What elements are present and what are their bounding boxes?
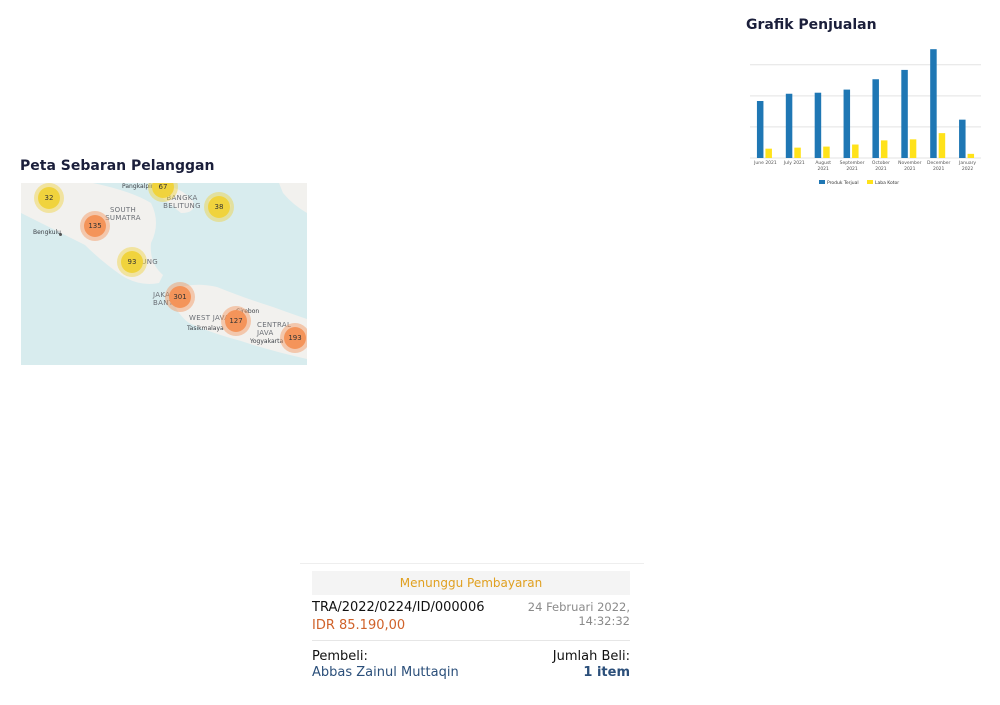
chart-bar[interactable]	[823, 146, 830, 158]
chart-x-tick-label: July 2021	[783, 160, 805, 166]
chart-bar[interactable]	[872, 79, 879, 158]
chart-bar[interactable]	[794, 147, 801, 158]
chart-bar[interactable]	[938, 133, 946, 158]
region-label-text: BANGKA BELITUNG	[163, 194, 201, 210]
map-title: Peta Sebaran Pelanggan	[20, 158, 215, 174]
region-label-south-sumatra: SOUTH SUMATRA	[101, 206, 145, 222]
transaction-amount: IDR 85.190,00	[312, 618, 406, 633]
chart-x-tick-label: September	[840, 160, 865, 166]
chart-bar[interactable]	[880, 140, 888, 158]
transaction-date: 24 Februari 2022,	[527, 600, 630, 614]
chart-bar[interactable]	[814, 92, 822, 158]
chart-bars	[756, 49, 975, 158]
buyer-label: Pembeli:	[312, 649, 368, 664]
region-label-jakarta-banten: JAKARTA BANTEN	[153, 291, 184, 307]
quantity-label: Jumlah Beli:	[552, 649, 630, 664]
map-cluster-marker[interactable]: 301	[169, 286, 191, 308]
chart-x-tick-label: 2021	[846, 166, 858, 172]
legend-label: Laba Kotor	[875, 180, 899, 186]
chart-x-tick-label: 2021	[817, 166, 829, 172]
region-label-text: SOUTH SUMATRA	[105, 206, 141, 222]
map-cluster-marker[interactable]: 135	[84, 215, 106, 237]
transaction-datetime: 24 Februari 2022, 14:32:32	[528, 600, 630, 628]
chart-x-tick-label: 2022	[962, 166, 974, 172]
city-label-yogyakarta: Yogyakarta	[250, 338, 284, 345]
map-cluster-marker[interactable]: 193	[284, 327, 306, 349]
map-cluster-marker[interactable]: 67	[152, 183, 174, 198]
chart-bar[interactable]	[959, 119, 966, 158]
chart-bar[interactable]	[967, 153, 975, 158]
chart-grid	[750, 64, 981, 159]
chart-bar[interactable]	[843, 89, 851, 158]
customer-map[interactable]: SOUTH SUMATRA BANGKA BELITUNG LAMPUNG JA…	[21, 183, 307, 365]
region-label-bangka-belitung: BANGKA BELITUNG	[161, 194, 203, 210]
chart-legend: Produk Terjual Laba Kotor	[819, 180, 899, 186]
chart-x-tick-label: June 2021	[753, 160, 777, 166]
transaction-id[interactable]: TRA/2022/0224/ID/000006	[312, 600, 485, 615]
payment-status-badge: Menunggu Pembayaran	[312, 571, 630, 595]
chart-bar[interactable]	[756, 101, 764, 158]
city-label-tasikmalaya: Tasikmalaya	[187, 325, 224, 332]
chart-x-tick-label: December	[927, 160, 950, 166]
city-label-cirebon: Cirebon	[236, 308, 260, 315]
chart-bar[interactable]	[901, 69, 908, 158]
chart-bar[interactable]	[765, 148, 772, 158]
chart-x-tick-label: October	[872, 160, 890, 166]
buyer-name-link[interactable]: Abbas Zainul Muttaqin	[312, 665, 459, 680]
quantity-value: 1 item	[583, 665, 630, 680]
chart-x-tick-label: 2021	[904, 166, 916, 172]
chart-x-tick-label: 2021	[875, 166, 887, 172]
map-cluster-marker[interactable]: 32	[38, 187, 60, 209]
legend-label: Produk Terjual	[827, 180, 859, 186]
card-top-border	[300, 563, 644, 564]
chart-title: Grafik Penjualan	[746, 17, 877, 33]
legend-swatch	[819, 180, 825, 184]
sales-chart: June 2021 July 2021 August2021September202…	[750, 49, 981, 186]
map-cluster-marker[interactable]: 127	[225, 310, 247, 332]
city-dot	[59, 233, 62, 236]
city-label-pangkalpinang: Pangkalpinang	[122, 183, 166, 190]
region-label-west-java: WEST JAVA	[189, 314, 230, 322]
chart-x-tick-label: January	[958, 160, 976, 166]
chart-bar[interactable]	[909, 139, 917, 158]
transaction-time: 14:32:32	[578, 614, 630, 628]
chart-x-axis-labels: June 2021 July 2021 August2021September202…	[753, 160, 976, 172]
map-cluster-marker[interactable]: 93	[121, 251, 143, 273]
chart-bar[interactable]	[852, 144, 859, 158]
city-label-bengkulu: Bengkulu	[33, 229, 61, 236]
chart-bar[interactable]	[785, 93, 793, 158]
chart-x-tick-label: November	[898, 160, 922, 166]
region-label-central-java: CENTRAL JAVA	[257, 321, 292, 337]
map-cluster-marker[interactable]: 38	[208, 196, 230, 218]
legend-swatch	[867, 180, 873, 184]
card-divider	[312, 640, 630, 641]
chart-bar[interactable]	[930, 49, 937, 158]
chart-x-tick-label: August	[815, 160, 831, 166]
chart-x-tick-label: 2021	[933, 166, 945, 172]
